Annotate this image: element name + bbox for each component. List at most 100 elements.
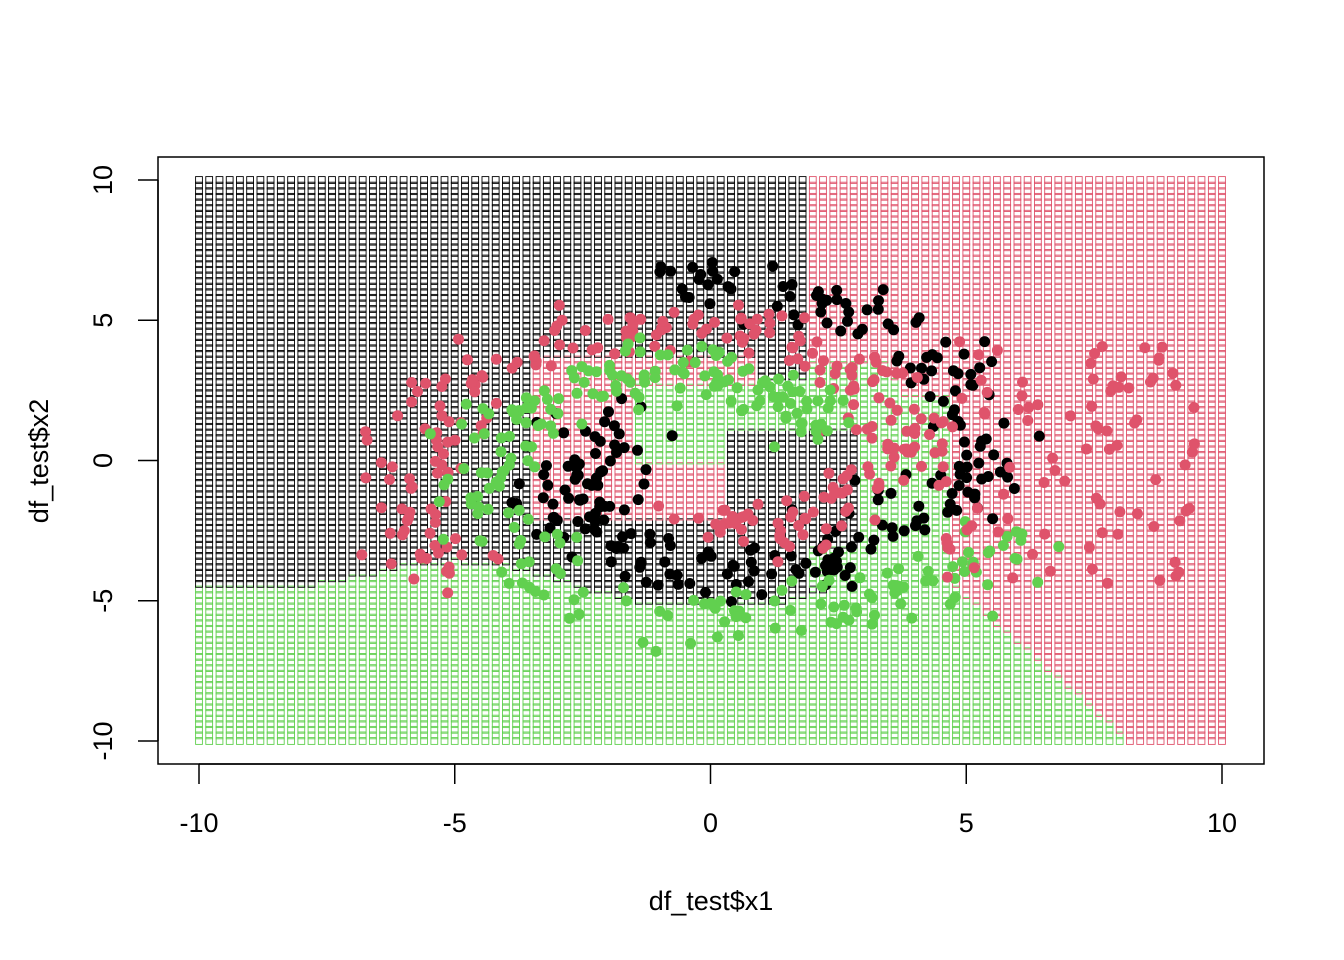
grid-cell: [195, 271, 203, 280]
grid-cell: [236, 647, 244, 656]
grid-cell: [256, 232, 265, 240]
grid-cell: [256, 322, 265, 330]
grid-cell: [205, 456, 214, 465]
grid-cell: [205, 176, 214, 184]
grid-cell: [236, 378, 244, 386]
grid-cell: [205, 187, 214, 196]
grid-cell: [205, 221, 214, 229]
grid-cell: [195, 366, 203, 375]
grid-cell: [236, 557, 244, 566]
grid-cell: [246, 484, 254, 493]
grid-cell: [246, 563, 254, 571]
grid-cell: [225, 501, 234, 510]
grid-cell: [225, 361, 234, 369]
grid-cell: [266, 703, 275, 712]
grid-cell: [205, 557, 214, 566]
grid-cell: [195, 557, 203, 566]
grid-cell: [195, 709, 203, 717]
grid-cell: [205, 417, 214, 426]
grid-cell: [246, 512, 254, 521]
grid-cell: [246, 333, 254, 341]
grid-cell: [195, 591, 203, 599]
grid-cell: [215, 669, 224, 678]
grid-cell: [256, 624, 265, 633]
grid-cell: [215, 546, 224, 555]
grid-cell: [246, 198, 254, 207]
grid-cell: [195, 462, 203, 470]
grid-cell: [225, 378, 234, 386]
grid-cell: [225, 484, 234, 493]
grid-cell: [266, 546, 275, 555]
grid-cell: [215, 484, 224, 493]
grid-cell: [195, 277, 203, 285]
grid-cell: [205, 697, 214, 706]
grid-cell: [236, 501, 244, 510]
grid-cell: [246, 243, 254, 252]
grid-cell: [266, 585, 275, 594]
grid-cell: [215, 523, 224, 532]
grid-cell: [246, 350, 254, 358]
grid-cell: [215, 192, 224, 201]
grid-cell: [225, 445, 234, 454]
grid-cell: [256, 249, 265, 257]
grid-cell: [225, 737, 234, 745]
grid-cell: [205, 484, 214, 493]
grid-cell: [195, 192, 203, 201]
grid-cell: [195, 725, 203, 734]
grid-cell: [266, 563, 275, 571]
grid-cell: [236, 389, 244, 398]
grid-cell: [225, 613, 234, 622]
grid-cell: [205, 501, 214, 510]
grid-cell: [215, 658, 224, 667]
grid-cell: [256, 653, 265, 661]
grid-cell: [256, 664, 265, 672]
grid-cell: [195, 456, 203, 465]
grid-cell: [195, 641, 203, 650]
grid-cell: [205, 574, 214, 583]
grid-cell: [256, 277, 265, 285]
grid-cell: [195, 445, 203, 454]
grid-cell: [215, 495, 224, 504]
grid-cell: [205, 394, 214, 403]
grid-cell: [195, 546, 203, 555]
grid-cell: [225, 697, 234, 706]
grid-cell: [236, 215, 244, 224]
grid-cell: [195, 737, 203, 745]
grid-cell: [256, 546, 265, 555]
grid-cell: [225, 265, 234, 274]
grid-cell: [225, 372, 234, 381]
grid-cell: [195, 232, 203, 240]
grid-cell: [266, 737, 275, 745]
grid-cell: [246, 686, 254, 695]
grid-cell: [246, 490, 254, 499]
grid-cell: [256, 675, 265, 684]
grid-cell: [215, 232, 224, 240]
grid-cell: [266, 608, 275, 616]
grid-cell: [195, 467, 203, 476]
grid-cell: [246, 282, 254, 291]
grid-cell: [266, 344, 275, 353]
grid-cell: [236, 310, 244, 319]
grid-cell: [266, 529, 275, 538]
grid-cell: [215, 305, 224, 313]
grid-cell: [225, 282, 234, 291]
grid-cell: [246, 322, 254, 330]
grid-cell: [215, 361, 224, 369]
grid-cell: [205, 378, 214, 386]
grid-cell: [236, 198, 244, 207]
grid-cell: [225, 608, 234, 616]
grid-cell: [205, 344, 214, 353]
grid-cell: [266, 439, 275, 448]
grid-cell: [215, 322, 224, 330]
grid-cell: [215, 265, 224, 274]
grid-cell: [195, 417, 203, 426]
grid-cell: [236, 226, 244, 235]
grid-cell: [256, 658, 265, 667]
grid-cell: [215, 619, 224, 628]
grid-cell: [195, 176, 203, 184]
grid-cell: [246, 630, 254, 639]
grid-cell: [256, 669, 265, 678]
grid-cell: [195, 653, 203, 661]
grid-cell: [246, 546, 254, 555]
grid-cell: [215, 333, 224, 341]
